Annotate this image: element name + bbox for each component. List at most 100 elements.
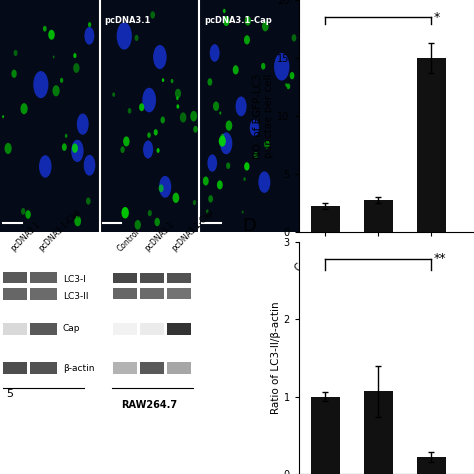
Ellipse shape <box>226 163 230 169</box>
Text: pcDNA3.1: pcDNA3.1 <box>143 220 176 253</box>
Ellipse shape <box>53 55 55 58</box>
Text: Control: Control <box>116 227 142 253</box>
Ellipse shape <box>217 180 223 190</box>
Text: LC3-II: LC3-II <box>63 292 88 301</box>
Ellipse shape <box>84 155 95 176</box>
Ellipse shape <box>72 144 78 153</box>
Ellipse shape <box>39 155 52 178</box>
Text: **: ** <box>434 252 447 265</box>
Text: Cap: Cap <box>63 324 80 333</box>
Text: D: D <box>243 217 256 235</box>
Ellipse shape <box>88 22 91 27</box>
Ellipse shape <box>219 136 226 146</box>
Ellipse shape <box>162 78 164 82</box>
Y-axis label: NO. of EGFP-LC3
punctae per cell: NO. of EGFP-LC3 punctae per cell <box>253 73 274 159</box>
Ellipse shape <box>285 83 288 87</box>
Ellipse shape <box>14 50 18 56</box>
Ellipse shape <box>156 148 160 153</box>
Text: pcDNA3.1-Cap: pcDNA3.1-Cap <box>37 208 82 253</box>
Text: pcDNA3.1-Cap: pcDNA3.1-Cap <box>170 208 215 253</box>
Ellipse shape <box>245 16 251 26</box>
Y-axis label: Ratio of LC3-II/β-actin: Ratio of LC3-II/β-actin <box>271 301 281 414</box>
Ellipse shape <box>159 184 164 192</box>
Ellipse shape <box>147 132 151 138</box>
Bar <box>113 273 137 283</box>
Bar <box>310 206 340 232</box>
Text: β-actin: β-actin <box>63 364 94 373</box>
Ellipse shape <box>161 117 165 123</box>
Ellipse shape <box>236 96 246 116</box>
Ellipse shape <box>193 126 198 133</box>
Ellipse shape <box>86 198 91 205</box>
Bar <box>310 397 340 474</box>
Bar <box>30 323 57 335</box>
Bar <box>167 288 191 299</box>
Ellipse shape <box>261 63 265 70</box>
Bar <box>140 363 164 374</box>
Ellipse shape <box>176 96 179 100</box>
Ellipse shape <box>254 152 258 158</box>
Ellipse shape <box>150 11 155 18</box>
Bar <box>167 363 191 374</box>
Bar <box>417 457 446 474</box>
Bar <box>3 288 27 300</box>
Ellipse shape <box>250 119 259 136</box>
Ellipse shape <box>153 45 167 69</box>
Ellipse shape <box>258 171 270 193</box>
Ellipse shape <box>208 195 213 202</box>
Ellipse shape <box>128 108 131 114</box>
Ellipse shape <box>25 210 31 219</box>
Ellipse shape <box>220 132 232 155</box>
Ellipse shape <box>112 92 115 97</box>
Ellipse shape <box>73 53 76 58</box>
Ellipse shape <box>223 9 226 13</box>
Bar <box>140 273 164 283</box>
Ellipse shape <box>208 155 217 172</box>
Ellipse shape <box>77 113 89 135</box>
Ellipse shape <box>143 140 153 159</box>
Text: pcDNA3.1: pcDNA3.1 <box>9 220 42 253</box>
Ellipse shape <box>226 120 232 131</box>
Ellipse shape <box>242 210 244 213</box>
Text: *: * <box>434 11 440 24</box>
Ellipse shape <box>2 115 4 118</box>
Ellipse shape <box>84 27 94 45</box>
Ellipse shape <box>290 72 294 79</box>
Ellipse shape <box>71 140 83 162</box>
Text: pcDNA3.1-Cap: pcDNA3.1-Cap <box>204 16 272 25</box>
Ellipse shape <box>139 103 144 111</box>
Ellipse shape <box>264 140 270 149</box>
Ellipse shape <box>65 134 67 138</box>
Ellipse shape <box>135 220 141 230</box>
Bar <box>199 0 299 232</box>
Ellipse shape <box>117 22 132 50</box>
Ellipse shape <box>171 79 173 83</box>
Ellipse shape <box>274 53 290 81</box>
Ellipse shape <box>121 207 129 219</box>
Bar <box>3 323 27 335</box>
Ellipse shape <box>73 63 80 73</box>
Ellipse shape <box>11 70 17 78</box>
Bar <box>30 363 57 374</box>
Ellipse shape <box>120 146 125 153</box>
Ellipse shape <box>62 143 67 151</box>
Ellipse shape <box>142 88 156 112</box>
Bar <box>167 273 191 283</box>
Ellipse shape <box>233 65 238 74</box>
Ellipse shape <box>287 83 290 89</box>
Text: LC3-I: LC3-I <box>63 275 86 284</box>
Ellipse shape <box>43 26 46 32</box>
Ellipse shape <box>154 129 158 136</box>
Text: RAW264.7: RAW264.7 <box>121 400 177 410</box>
Ellipse shape <box>203 176 209 185</box>
Ellipse shape <box>292 34 296 42</box>
Bar <box>140 288 164 299</box>
Ellipse shape <box>173 192 179 203</box>
Ellipse shape <box>33 71 48 98</box>
Ellipse shape <box>190 111 197 121</box>
Ellipse shape <box>155 218 160 226</box>
Bar <box>364 200 393 232</box>
Ellipse shape <box>210 44 219 62</box>
Bar <box>30 272 57 283</box>
Bar <box>30 288 57 300</box>
